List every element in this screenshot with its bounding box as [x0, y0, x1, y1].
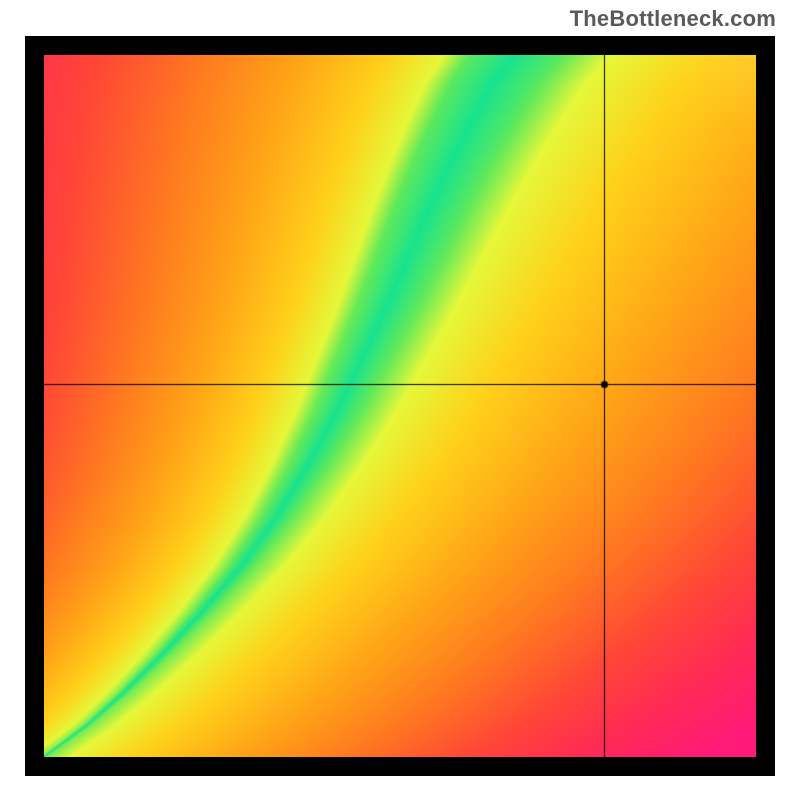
plot-inner-area	[44, 55, 756, 757]
watermark-text: TheBottleneck.com	[570, 6, 776, 32]
heatmap-canvas	[44, 55, 756, 757]
image-root: TheBottleneck.com	[0, 0, 800, 800]
plot-outer-frame	[25, 36, 775, 776]
